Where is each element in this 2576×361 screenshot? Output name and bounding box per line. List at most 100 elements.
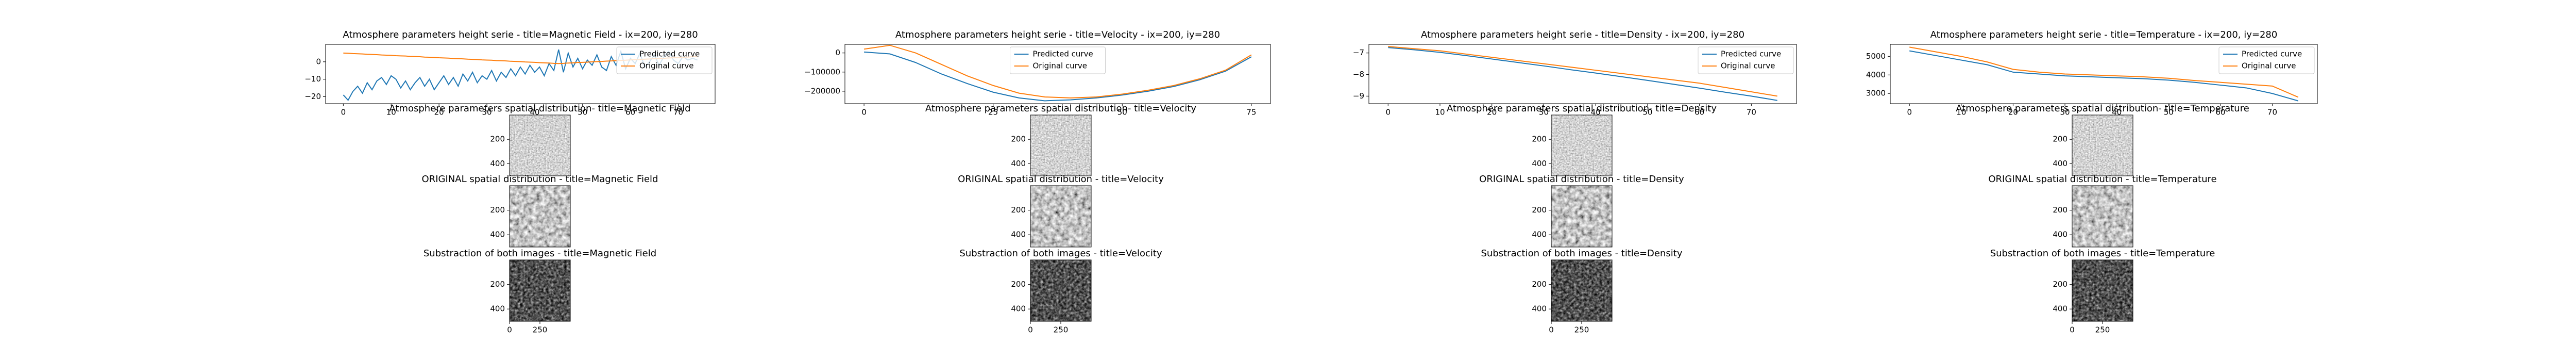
y-tick-label: 400	[1532, 159, 1547, 168]
x-tick-label: 0	[861, 108, 867, 117]
y-tick-label: 400	[490, 159, 505, 168]
y-tick-label: 4000	[1866, 70, 1886, 79]
chart-title: Atmosphere parameters height serie - tit…	[343, 29, 698, 40]
y-tick-label: 400	[490, 230, 505, 239]
axes-frame	[1030, 114, 1092, 176]
image	[1030, 186, 1091, 247]
image	[2072, 260, 2133, 321]
axes-frame	[509, 185, 571, 248]
x-tick-label: 0	[1549, 325, 1554, 335]
legend-box	[1010, 46, 1106, 74]
x-tick-label: 10	[1435, 108, 1445, 117]
y-tick-label: −100000	[804, 67, 840, 76]
x-tick-label: 50	[1117, 108, 1127, 117]
x-tick-label: 60	[2215, 108, 2225, 117]
image	[1030, 115, 1091, 176]
x-tick-label: 70	[2267, 108, 2277, 117]
legend-label: Predicted curve	[1721, 50, 1781, 59]
y-tick-label: 0	[316, 57, 321, 66]
y-tick-label: 400	[1011, 304, 1026, 314]
series-line	[1909, 46, 2299, 98]
legend-label: Original curve	[1033, 61, 1088, 71]
image-title: Atmosphere parameters spatial distributi…	[389, 103, 690, 114]
y-tick-label: −7	[1353, 48, 1364, 57]
image-title: ORIGINAL spatial distribution - title=Ve…	[958, 174, 1164, 185]
series-line	[863, 44, 1252, 99]
axes-frame	[844, 44, 1271, 104]
legend-label: Original curve	[639, 61, 694, 71]
x-tick-label: 10	[1956, 108, 1966, 117]
image	[2072, 186, 2133, 247]
y-tick-label: −200000	[804, 86, 840, 95]
image	[1551, 260, 1612, 321]
x-tick-label: 70	[673, 108, 683, 117]
image-title: Atmosphere parameters spatial distributi…	[1447, 103, 1717, 114]
legend-label: Original curve	[1721, 61, 1775, 71]
y-tick-label: 200	[2053, 205, 2067, 215]
image-title: ORIGINAL spatial distribution - title=De…	[1479, 174, 1684, 185]
image-title: Substraction of both images - title=Velo…	[959, 248, 1162, 259]
y-tick-label: 5000	[1866, 52, 1886, 61]
x-tick-label: 50	[1642, 108, 1652, 117]
series-line	[1388, 47, 1777, 101]
y-tick-label: −20	[304, 92, 321, 101]
legend-box	[616, 46, 713, 74]
legend-label: Original curve	[2242, 61, 2296, 71]
x-tick-label: 60	[625, 108, 635, 117]
x-tick-label: 0	[507, 325, 512, 335]
y-tick-label: 3000	[1866, 89, 1886, 98]
axes-frame	[1551, 114, 1613, 176]
x-tick-label: 40	[1591, 108, 1601, 117]
x-tick-label: 20	[1487, 108, 1497, 117]
legend-label: Predicted curve	[1033, 50, 1093, 59]
x-tick-label: 30	[2060, 108, 2070, 117]
legend-label: Predicted curve	[639, 50, 700, 59]
legend-box	[2218, 46, 2315, 74]
axes-frame	[325, 44, 716, 104]
x-tick-label: 40	[2112, 108, 2122, 117]
x-tick-label: 250	[2095, 325, 2110, 335]
chart-title: Atmosphere parameters height serie - tit…	[1421, 29, 1744, 40]
x-tick-label: 75	[1246, 108, 1256, 117]
x-tick-label: 50	[2164, 108, 2174, 117]
y-tick-label: 200	[490, 135, 505, 144]
x-tick-label: 20	[2008, 108, 2018, 117]
x-tick-label: 0	[1028, 325, 1033, 335]
y-tick-label: 200	[1011, 280, 1026, 289]
image-title: ORIGINAL spatial distribution - title=Te…	[1988, 174, 2216, 185]
x-tick-label: 0	[1385, 108, 1391, 117]
axes-frame	[509, 114, 571, 176]
y-tick-label: 200	[1011, 205, 1026, 215]
y-tick-label: 400	[1532, 230, 1547, 239]
x-tick-label: 250	[1054, 325, 1069, 335]
x-tick-label: 30	[482, 108, 492, 117]
x-tick-label: 0	[341, 108, 346, 117]
image	[510, 260, 570, 321]
y-tick-label: 200	[2053, 280, 2067, 289]
y-tick-label: −9	[1353, 91, 1364, 101]
x-tick-label: 20	[434, 108, 444, 117]
y-tick-label: 200	[490, 205, 505, 215]
y-tick-label: 400	[1011, 159, 1026, 168]
axes-frame	[1368, 44, 1797, 104]
image-title: Substraction of both images - title=Temp…	[1990, 248, 2215, 259]
y-tick-label: 200	[1532, 205, 1547, 215]
y-tick-label: 200	[1532, 135, 1547, 144]
chart-title: Atmosphere parameters height serie - tit…	[1930, 29, 2278, 40]
image	[510, 186, 570, 247]
axes-frame	[1551, 185, 1613, 248]
image-title: Substraction of both images - title=Magn…	[423, 248, 656, 259]
chart-title: Atmosphere parameters height serie - tit…	[895, 29, 1220, 40]
legend-box	[1698, 46, 1794, 74]
image-title: ORIGINAL spatial distribution - title=Ma…	[422, 174, 658, 185]
image-title: Substraction of both images - title=Dens…	[1481, 248, 1682, 259]
y-tick-label: −10	[304, 74, 321, 84]
x-tick-label: 0	[1907, 108, 1912, 117]
x-tick-label: 30	[1539, 108, 1549, 117]
y-tick-label: 400	[1532, 304, 1547, 314]
y-tick-label: −8	[1353, 70, 1364, 79]
y-tick-label: 200	[1011, 135, 1026, 144]
y-tick-label: 400	[490, 304, 505, 314]
